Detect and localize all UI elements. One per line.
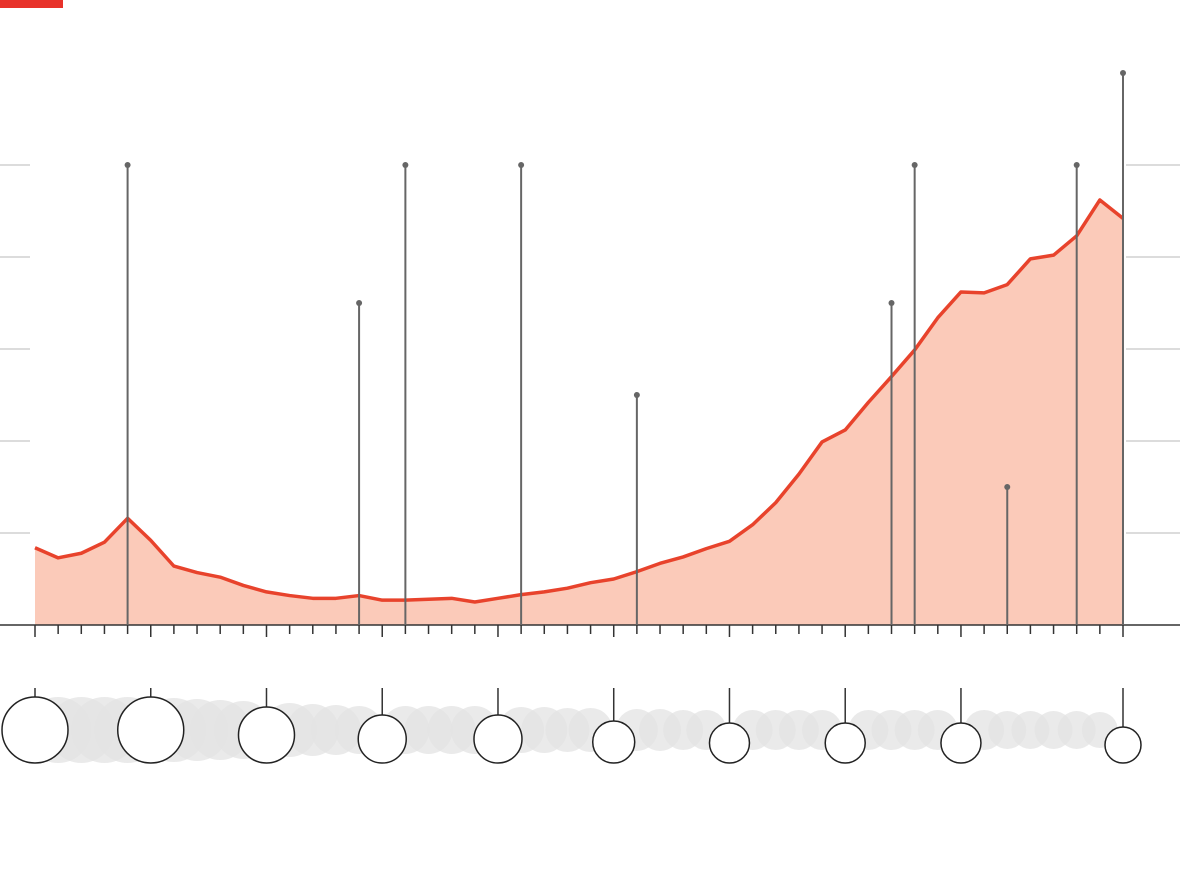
event-dot [888,300,895,306]
bubble-highlight [237,706,296,764]
bubble-highlight [357,714,407,764]
bubble-highlight [708,722,751,764]
event-dot [1073,162,1080,168]
event-dot [911,162,918,168]
event-dot [1004,484,1011,490]
brand-bar [0,0,63,8]
bubble-highlight [1104,726,1142,764]
event-dot [124,162,131,168]
bubble-highlight [591,720,636,764]
bubble-highlight [1,696,69,764]
event-dot [356,300,363,306]
event-dot [1120,70,1126,76]
bubble-highlight [940,722,982,764]
bubble-highlight [473,714,523,764]
bubble-highlight [116,696,185,764]
bubble-highlight [824,722,866,764]
event-dot [633,392,640,398]
area [35,199,1123,625]
event-dot [402,162,409,168]
event-dot [518,162,525,168]
line [34,198,1125,604]
